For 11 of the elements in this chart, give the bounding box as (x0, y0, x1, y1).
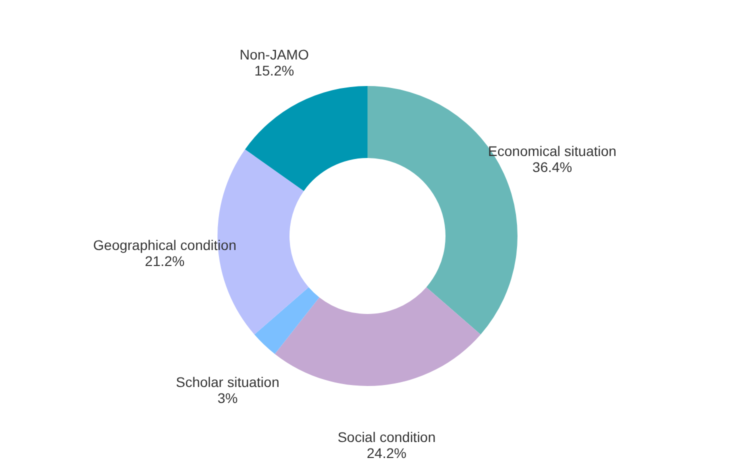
data-label: 15.2% (254, 62, 294, 79)
slice-label: Geographical condition (93, 237, 236, 254)
slice-label: Non-JAMO (240, 46, 309, 63)
donut-slice (254, 287, 320, 354)
data-label: 36.4% (532, 158, 572, 175)
slice-label: Social condition (338, 429, 436, 446)
data-label: 3% (217, 390, 238, 406)
data-label: 24.2% (366, 445, 406, 462)
data-label: 21.2% (144, 253, 185, 270)
donut-slice (245, 86, 368, 191)
slice-label: Scholar situation (176, 374, 280, 390)
